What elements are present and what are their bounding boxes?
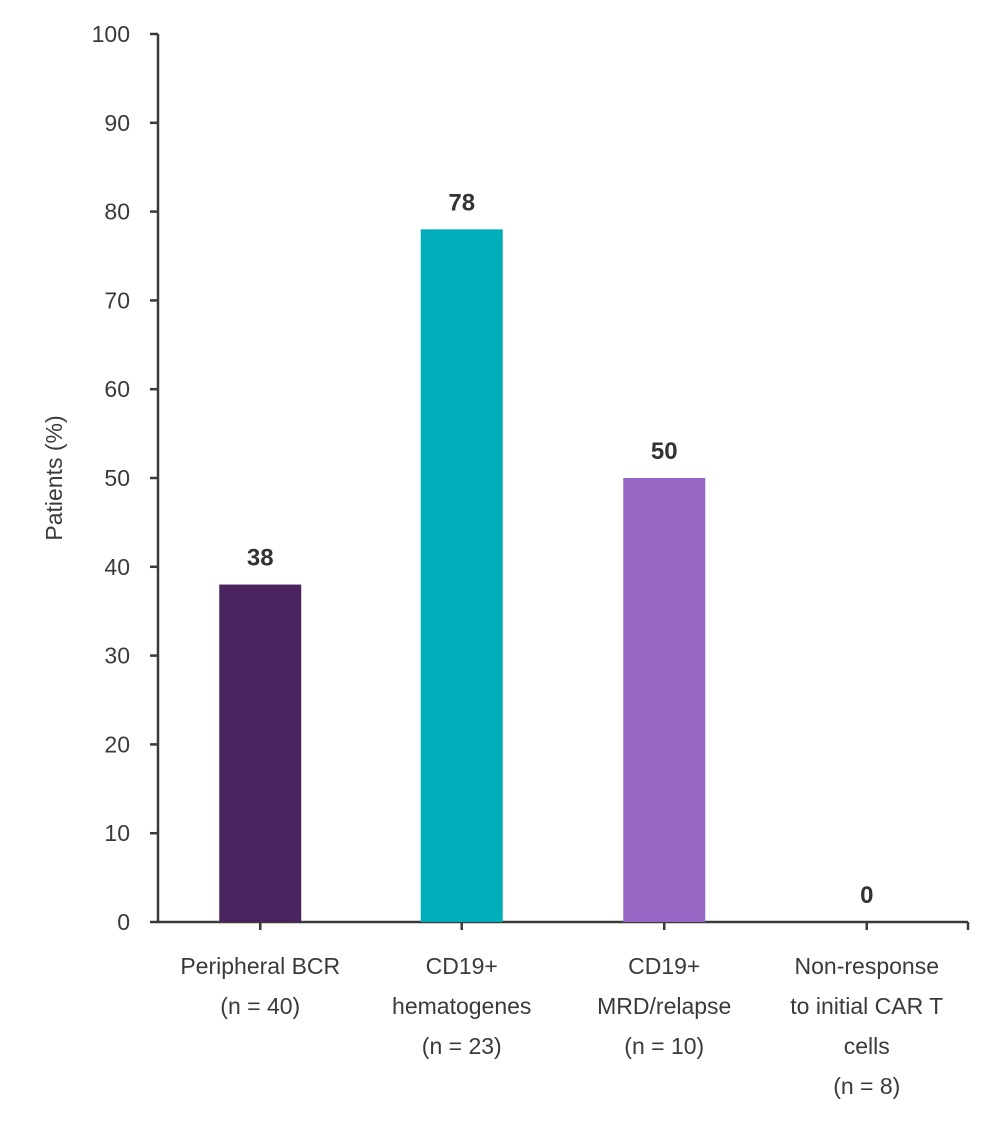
y-tick-label: 50 (104, 465, 130, 491)
bar (623, 478, 706, 922)
y-tick-label: 20 (104, 731, 130, 757)
y-tick-label: 40 (104, 554, 130, 580)
y-tick-label: 100 (92, 21, 130, 47)
x-tick-label: CD19+ MRD/relapse (n = 10) (597, 953, 731, 1059)
bar (219, 584, 302, 922)
data-label: 38 (247, 545, 274, 572)
bar (420, 229, 503, 923)
data-label: 78 (448, 189, 475, 216)
x-axis: Peripheral BCR (n = 40) CD19+ hematogenes (n… (158, 920, 970, 1099)
y-tick-label: 30 (104, 643, 130, 669)
x-tick-label: CD19+ hematogenes (n = 23) (392, 953, 531, 1059)
data-label: 50 (651, 438, 678, 465)
x-tick-label: Peripheral BCR (n = 40) (180, 953, 340, 1019)
data-labels: 38 78 50 0 (247, 189, 874, 909)
y-tick-label: 10 (104, 820, 130, 846)
y-tick-label: 80 (104, 199, 130, 225)
bars (219, 229, 706, 923)
data-label: 0 (860, 882, 873, 909)
y-tick-label: 70 (104, 287, 130, 313)
y-tick-label: 90 (104, 110, 130, 136)
y-axis-title: Patients (%) (41, 415, 67, 540)
y-axis: 0 10 20 30 40 50 60 70 80 90 100 (92, 21, 160, 935)
y-tick-label: 0 (117, 909, 130, 935)
y-tick-label: 60 (104, 376, 130, 402)
